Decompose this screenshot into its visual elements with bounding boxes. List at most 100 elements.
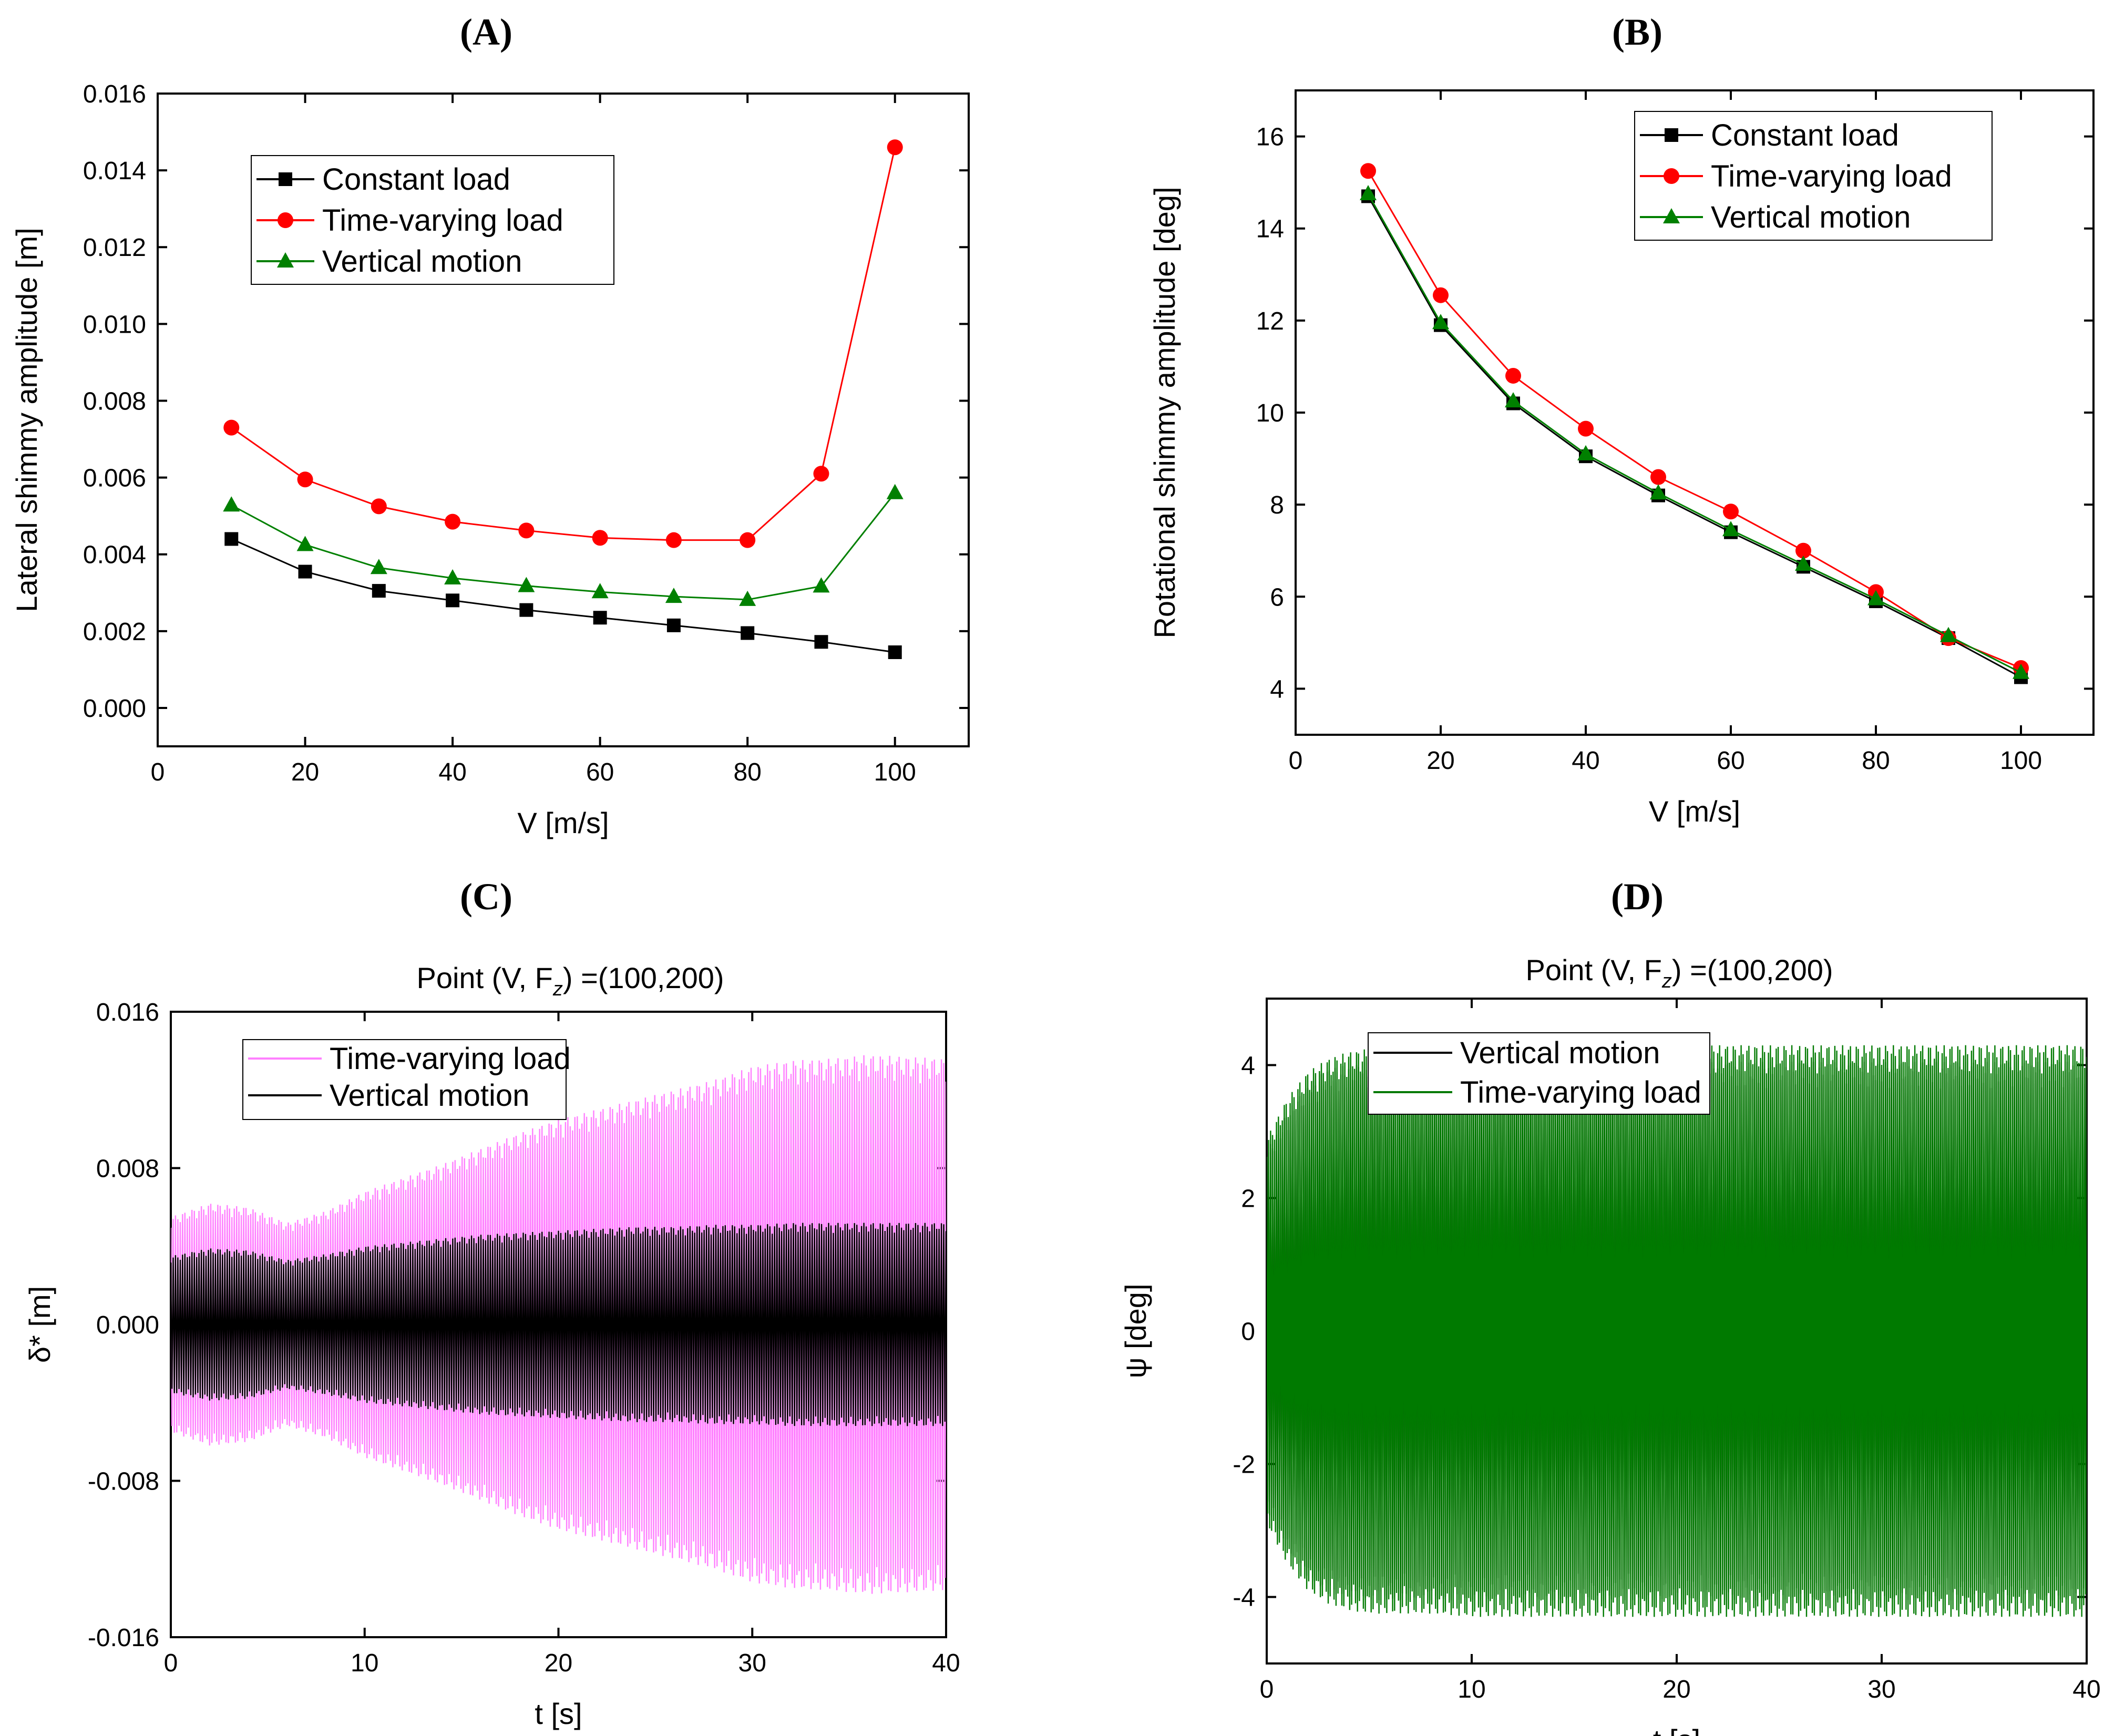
data-point xyxy=(593,611,607,625)
y-tick-label: 0.016 xyxy=(96,999,159,1026)
x-tick-label: 0 xyxy=(1289,747,1303,775)
chart-d-title-main: Point (V, F xyxy=(1525,953,1661,987)
legend: Vertical motion Time-varying load xyxy=(1368,1032,1710,1115)
x-tick-label: 40 xyxy=(1572,747,1599,775)
legend-label: Vertical motion xyxy=(330,1078,529,1113)
y-tick-label: 0.012 xyxy=(83,234,146,262)
series-line-0 xyxy=(231,538,895,653)
y-tick-label: 0.000 xyxy=(83,695,146,723)
data-point xyxy=(370,559,387,574)
legend-label: Vertical motion xyxy=(1460,1036,1660,1070)
data-point xyxy=(1650,484,1667,500)
series-line-1 xyxy=(1367,170,2021,669)
data-point xyxy=(1578,420,1594,437)
y-tick-label: 0.000 xyxy=(96,1311,159,1339)
data-point xyxy=(741,626,755,640)
y-axis-label: δ* [m] xyxy=(23,1286,56,1363)
x-axis-label: V [m/s] xyxy=(517,806,609,839)
x-tick-label: 40 xyxy=(932,1649,960,1677)
x-tick-label: 20 xyxy=(545,1649,572,1677)
legend-label: Time-varying load xyxy=(1711,159,1952,193)
legend-label: Vertical motion xyxy=(1711,200,1911,234)
chart-c-title: Point (V, Fz) =(100,200) xyxy=(416,961,724,1000)
legend-marker xyxy=(279,172,292,186)
data-point xyxy=(224,532,239,546)
y-tick-label: 4 xyxy=(1270,675,1284,703)
x-tick-label: 10 xyxy=(351,1649,378,1677)
data-point xyxy=(1795,542,1811,559)
data-point xyxy=(1360,163,1376,179)
x-tick-label: 80 xyxy=(1862,747,1890,775)
y-tick-label: -0.008 xyxy=(88,1468,159,1496)
chart-d-title-sub: z xyxy=(1661,970,1672,992)
chart-b: 0 20 40 60 80 100 4 6 8 10 12 14 16 V [m/s] Rotational… xyxy=(1148,89,2095,828)
y-tick-label: 10 xyxy=(1256,399,1284,427)
oscillation-layer xyxy=(1267,1045,2087,1617)
x-tick-label: 10 xyxy=(1458,1676,1485,1703)
data-point xyxy=(888,645,902,660)
data-point xyxy=(223,496,240,512)
data-point xyxy=(592,530,608,546)
y-tick-label: 6 xyxy=(1270,583,1284,611)
oscillation-layer xyxy=(171,1055,946,1594)
x-tick-label: 30 xyxy=(738,1649,766,1677)
data-point xyxy=(665,532,682,548)
data-point xyxy=(1433,287,1449,303)
chart-c-title-tail: ) =(100,200) xyxy=(563,961,724,994)
y-tick-label: 0.002 xyxy=(83,618,146,646)
data-point xyxy=(814,635,828,649)
data-point xyxy=(371,498,387,515)
data-point xyxy=(1795,555,1812,571)
y-tick-label: 14 xyxy=(1256,215,1284,243)
data-point xyxy=(444,569,461,585)
x-tick-label: 20 xyxy=(1426,747,1454,775)
y-axis-label: Rotational shimmy amplitude [deg] xyxy=(1148,187,1181,638)
data-point xyxy=(1505,367,1521,384)
data-point xyxy=(297,471,313,488)
legend-marker xyxy=(1663,208,1680,223)
data-point xyxy=(518,577,535,592)
panel-label-d: (D) xyxy=(1611,876,1664,918)
data-point xyxy=(1940,626,1957,642)
y-tick-label: 8 xyxy=(1270,491,1284,519)
legend-label: Vertical motion xyxy=(322,244,522,279)
x-tick-label: 100 xyxy=(874,758,916,786)
data-point xyxy=(1722,521,1739,537)
y-tick-label: -4 xyxy=(1233,1584,1255,1612)
series-line-1 xyxy=(231,147,896,541)
plot-frame xyxy=(157,93,970,747)
data-point xyxy=(372,584,386,598)
y-axis-label: Lateral shimmy amplitude [m] xyxy=(10,228,43,612)
chart-c-title-main: Point (V, F xyxy=(416,961,552,994)
data-point xyxy=(446,593,460,608)
x-tick-label: 100 xyxy=(2000,747,2042,775)
y-tick-label: 0.004 xyxy=(83,541,146,569)
data-point xyxy=(1723,504,1739,520)
x-tick-label: 20 xyxy=(291,758,319,786)
series-line-2 xyxy=(231,492,896,601)
y-tick-label: 2 xyxy=(1241,1185,1255,1213)
chart-d: 0 10 20 30 40 -4 -2 0 2 4 t [s] ψ [deg] Vertical mot… xyxy=(1119,998,2101,1736)
data-point xyxy=(1360,185,1377,201)
series-signal-1 xyxy=(1267,1045,2087,1617)
y-tick-label: 0.010 xyxy=(83,311,146,338)
legend-marker xyxy=(278,212,293,228)
data-point xyxy=(445,513,461,530)
x-tick-label: 0 xyxy=(1260,1676,1274,1703)
legend: Constant load Time-varying load Vertical m… xyxy=(1634,111,1993,241)
legend-label: Time-varying load xyxy=(1460,1075,1701,1110)
y-tick-label: 0.006 xyxy=(83,465,146,492)
chart-c-title-sub: z xyxy=(552,978,563,1000)
legend-marker xyxy=(1665,128,1678,142)
series-line-0 xyxy=(1367,196,2021,678)
y-tick-label: 0.008 xyxy=(96,1155,159,1183)
chart-a: 0 20 40 60 80 100 0.000 0.002 0.004 0.006 0.008 0.0… xyxy=(10,80,970,839)
chart-c: 0 10 20 30 40 -0.016 -0.008 0.000 0.008 0.016 t [s… xyxy=(23,999,960,1730)
y-tick-label: 0.016 xyxy=(83,80,146,108)
data-point xyxy=(591,583,609,599)
x-tick-label: 0 xyxy=(151,758,165,786)
panel-label-b: (B) xyxy=(1612,11,1662,53)
data-point xyxy=(1432,314,1449,330)
